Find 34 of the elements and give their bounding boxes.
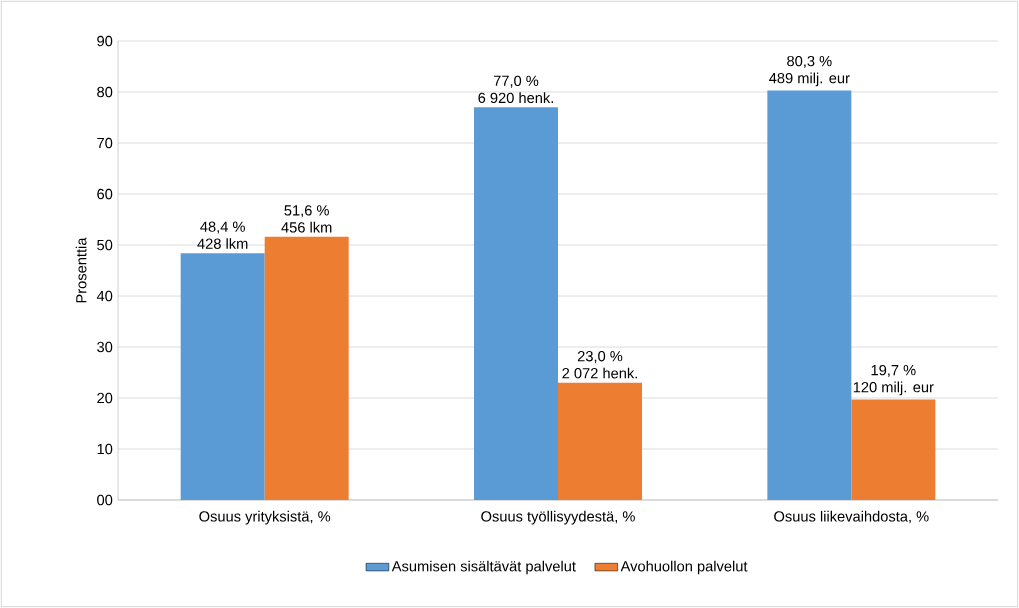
x-tick-label: Osuus liikevaihdosta, % — [774, 510, 929, 524]
annotation: 428 lkm — [197, 238, 248, 249]
y-tick-label: 00 — [97, 494, 113, 506]
data-label: 19,7 % — [871, 364, 916, 378]
data-label: 80,3 % — [787, 55, 832, 69]
y-tick-label: 30 — [97, 341, 113, 353]
data-label: 48,4 % — [200, 221, 245, 234]
bar — [558, 382, 643, 500]
data-label: 77,0 % — [493, 75, 539, 88]
annotation: 456 lkm — [281, 221, 332, 233]
annotation: 120 milj. eur — [853, 381, 934, 396]
y-tick-label: 50 — [97, 239, 113, 251]
bar — [264, 236, 349, 500]
bar — [474, 107, 559, 500]
y-tick-label: 70 — [97, 137, 113, 149]
bar — [851, 399, 936, 500]
y-tick-label: 60 — [97, 188, 113, 200]
y-tick-label: 90 — [97, 35, 113, 47]
annotation: 6 920 henk. — [478, 92, 553, 104]
legend-label: Avohuollon palvelut — [620, 560, 748, 575]
x-tick-label: Osuus työllisyydestä, % — [481, 510, 635, 525]
y-tick-label: 80 — [97, 86, 113, 98]
bar — [767, 90, 852, 500]
y-tick-label: 40 — [96, 290, 113, 302]
x-tick-label: Osuus yrityksistä, % — [199, 510, 331, 525]
y-axis-title: Prosenttia — [75, 237, 87, 303]
y-tick-label: 10 — [97, 443, 113, 455]
legend-label: Asumisen sisältävät palvelut — [391, 560, 576, 575]
annotation: 2 072 henk. — [562, 367, 637, 379]
annotation: 489 milj. eur — [769, 72, 850, 87]
data-label: 51,6 % — [284, 205, 329, 218]
y-tick-label: 20 — [97, 392, 113, 404]
bar — [180, 253, 265, 500]
data-label: 23,0 % — [577, 351, 623, 364]
